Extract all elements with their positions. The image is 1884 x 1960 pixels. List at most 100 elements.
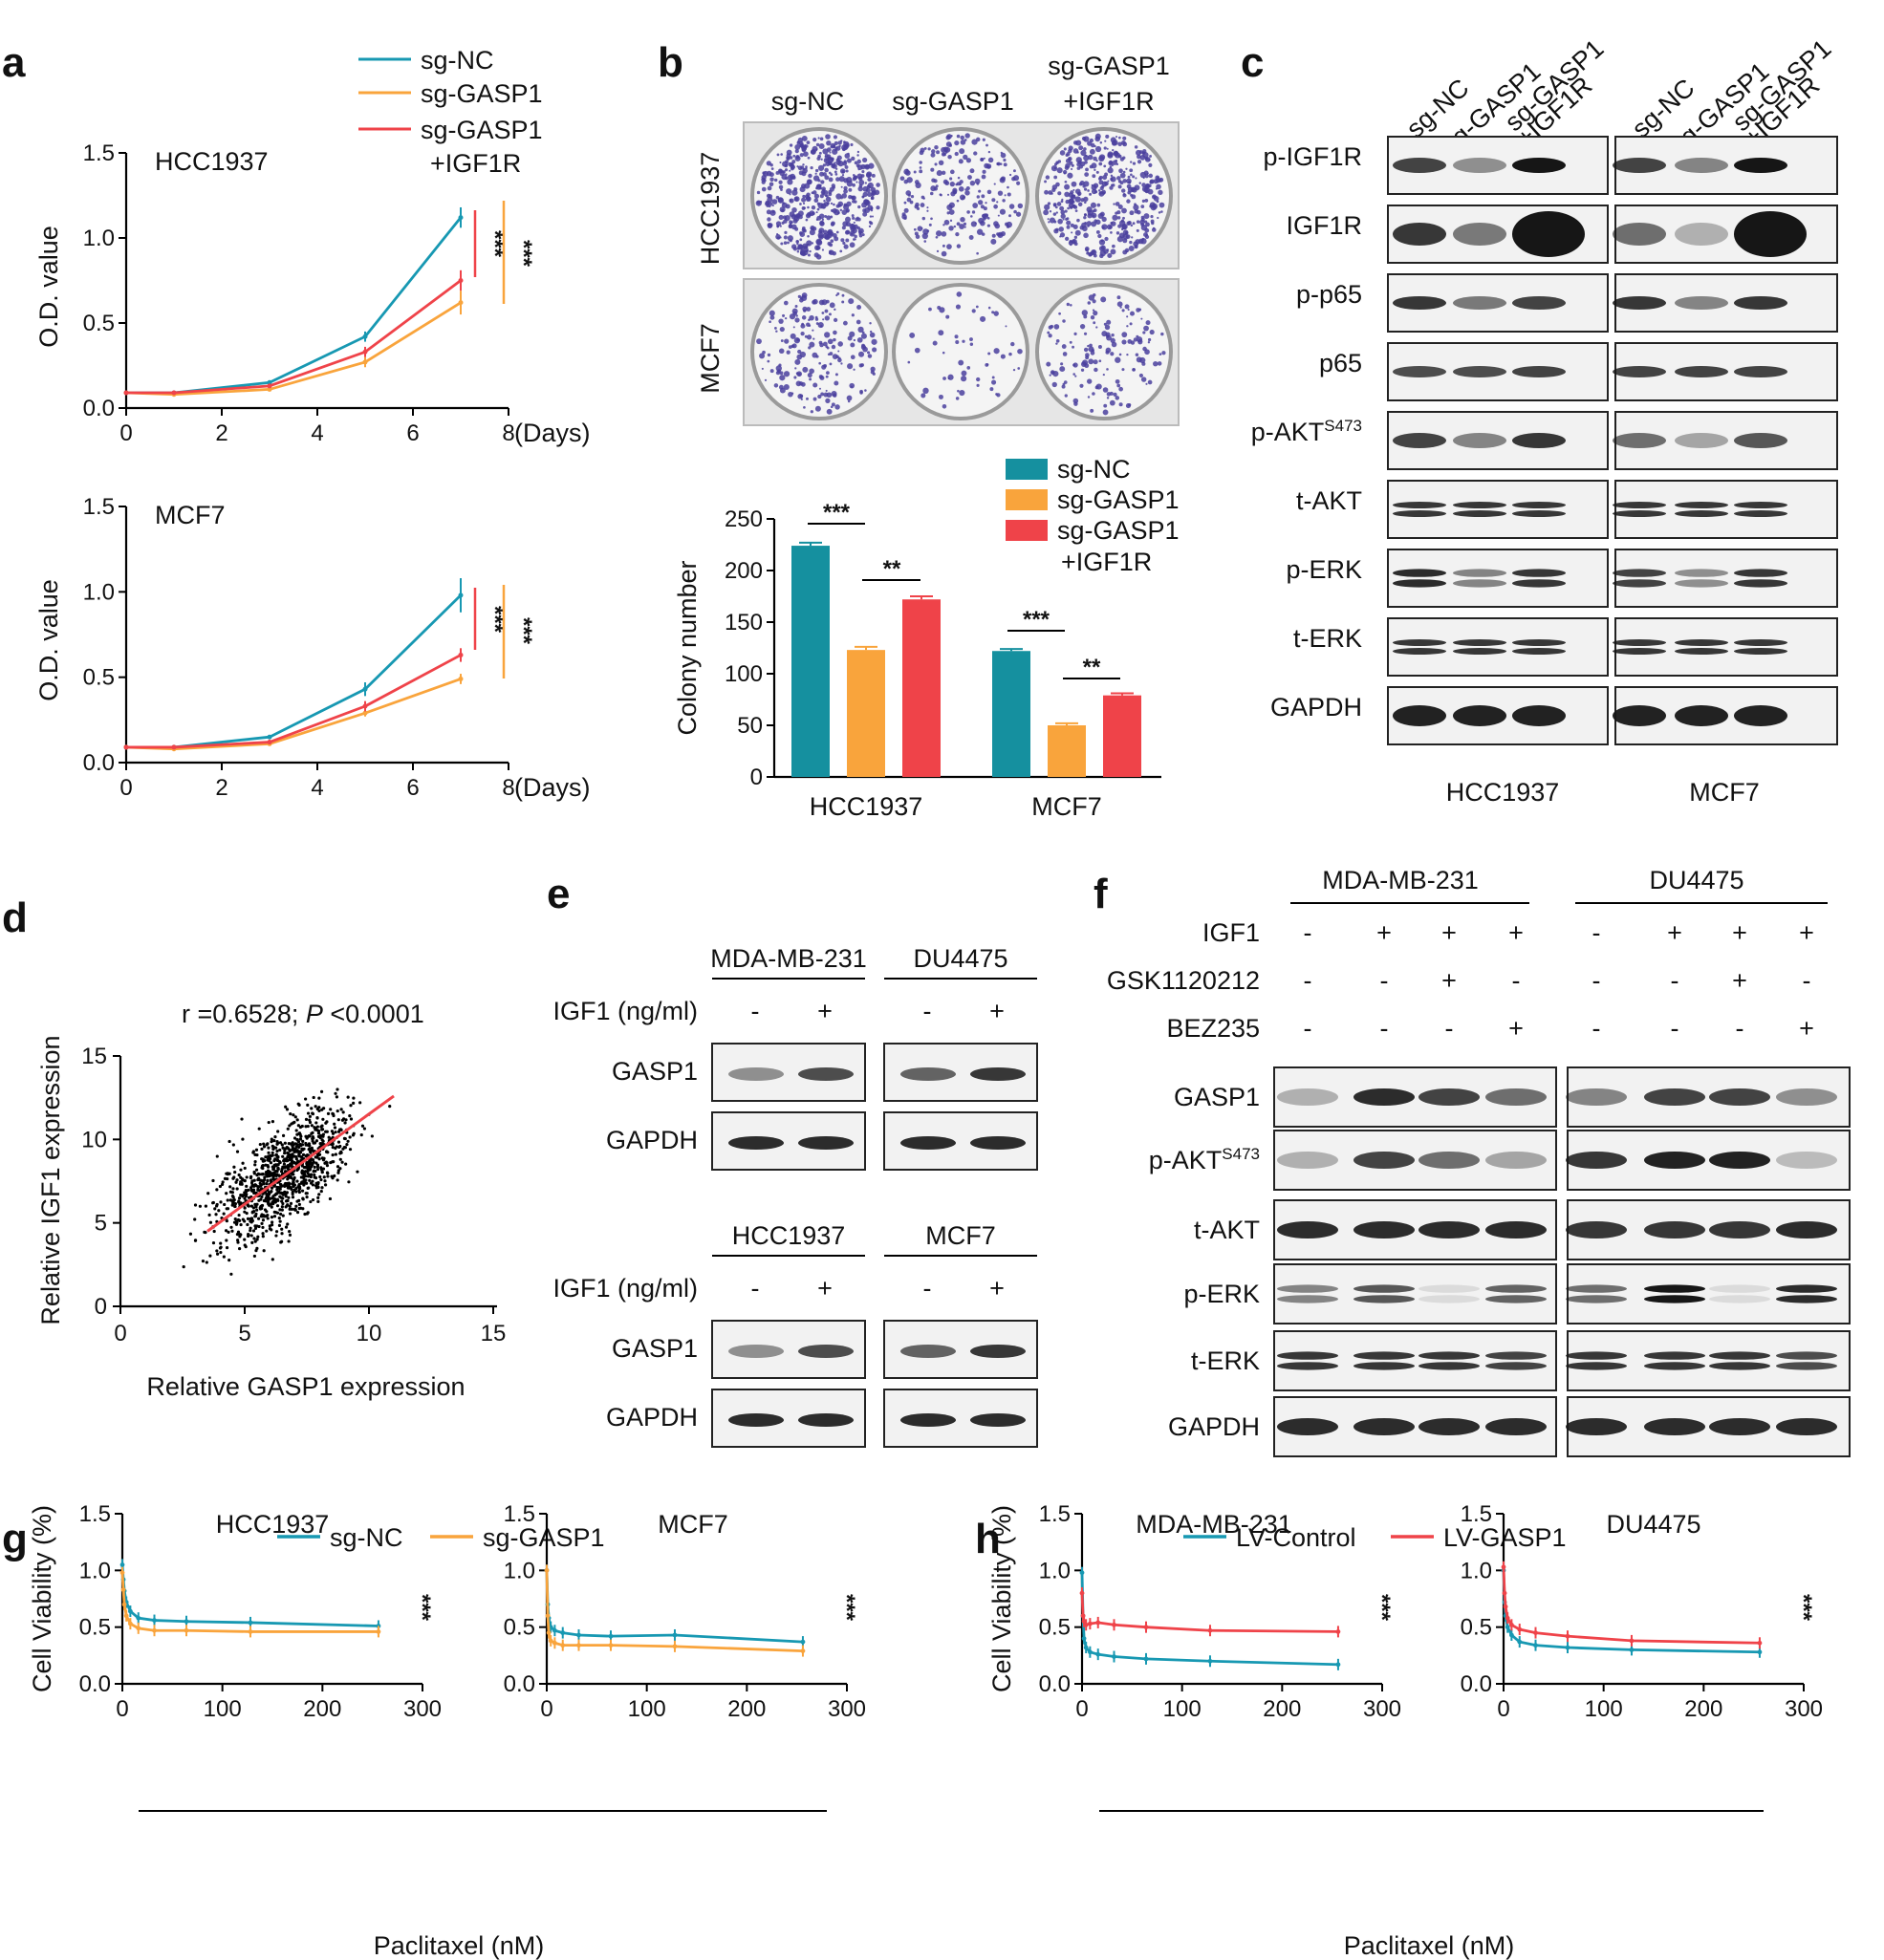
scatter-point (303, 1212, 307, 1217)
scatter-point (234, 1180, 238, 1184)
scatter-point (271, 1223, 274, 1227)
colony-dot (794, 358, 801, 365)
colony-dot (1118, 386, 1123, 392)
colony-dot (1137, 154, 1141, 160)
sign: + (1441, 918, 1457, 947)
colony-dot (1125, 167, 1128, 170)
bar-sg-nc (791, 546, 830, 777)
scatter-point (249, 1220, 253, 1224)
y-tick-label: 0.5 (83, 311, 115, 336)
scatter-point (312, 1169, 316, 1173)
legend-label: sg-GASP1 (1057, 516, 1180, 545)
scatter-point (295, 1211, 300, 1215)
colony-dot (1092, 174, 1096, 179)
colony-dot (869, 330, 873, 334)
data-point (123, 390, 129, 396)
colony-dot (800, 398, 803, 400)
band (1512, 639, 1566, 646)
scatter-point (291, 1141, 294, 1145)
colony-dot (931, 149, 936, 154)
colony-dot (1086, 221, 1093, 226)
colony-dot (792, 311, 797, 316)
scatter-point (271, 1220, 274, 1224)
scatter-point (292, 1177, 295, 1181)
scatter-point (226, 1198, 229, 1202)
scatter-point (336, 1178, 339, 1182)
scatter-point (241, 1161, 245, 1165)
panel-letter-c: c (1241, 39, 1264, 86)
colony-dot (769, 310, 775, 316)
scatter-point (266, 1179, 270, 1183)
scatter-point (339, 1108, 343, 1111)
colony-dot (993, 348, 1000, 355)
colony-dot (809, 229, 815, 236)
colony-dot (818, 299, 825, 306)
colony-dot (915, 182, 921, 189)
colony-dot (958, 359, 964, 366)
scatter-point (320, 1156, 324, 1160)
sign: - (1304, 966, 1312, 995)
colony-dot (1083, 314, 1088, 319)
x-tick-label: 200 (1263, 1696, 1301, 1722)
panel-letter-h: h (975, 1516, 1001, 1562)
colony-dot (786, 149, 792, 156)
scatter-point (302, 1174, 306, 1178)
colony-dot (932, 340, 938, 346)
band (1776, 1152, 1837, 1169)
colony-dot (972, 203, 979, 208)
colony-dot (795, 154, 800, 160)
colony-dot (830, 208, 834, 212)
scatter-point (315, 1115, 319, 1120)
colony-dot (778, 184, 784, 190)
colony-dot (1007, 192, 1011, 197)
scatter-point (334, 1091, 337, 1095)
scatter-point (243, 1196, 247, 1200)
colony-dot (1148, 162, 1153, 167)
scatter-point (280, 1143, 284, 1147)
colony-dot (1110, 352, 1115, 356)
colony-dot (1122, 193, 1127, 198)
colony-dot (1153, 360, 1159, 367)
colony-dot (796, 240, 799, 243)
data-point (1508, 1622, 1514, 1627)
scatter-point (251, 1229, 256, 1233)
sign: - (751, 1274, 760, 1303)
colony-dot (1106, 334, 1112, 341)
sign: + (1508, 1014, 1524, 1043)
colony-dot (771, 205, 774, 207)
colony-dot (853, 176, 857, 180)
scatter-point (261, 1164, 265, 1168)
band (728, 1413, 784, 1427)
scatter-point (292, 1113, 295, 1117)
data-point (1502, 1590, 1507, 1596)
data-point (1112, 1654, 1116, 1659)
bar-sg-gasp1 (847, 650, 885, 777)
colony-dot (1089, 192, 1093, 196)
colony-dot (827, 241, 832, 247)
sign: - (1304, 918, 1312, 947)
colony-dot (812, 397, 817, 401)
colony-dot (1075, 140, 1082, 146)
colony-dot (1063, 172, 1067, 175)
colony-dot (1111, 221, 1116, 226)
colony-dot (981, 174, 986, 180)
legend-label: sg-GASP1 (421, 116, 543, 144)
scatter-point (261, 1225, 265, 1230)
colony-dot (874, 189, 880, 196)
scatter-point (340, 1160, 344, 1164)
colony-dot (778, 169, 784, 174)
scatter-point (316, 1129, 321, 1133)
group-label: HCC1937 (1446, 778, 1560, 807)
colony-dot (809, 377, 812, 381)
colony-dot (1103, 322, 1107, 326)
colony-dot (1070, 243, 1072, 247)
colony-dot (801, 315, 807, 320)
colony-dot (784, 230, 788, 235)
x-tick-label: 10 (357, 1321, 382, 1346)
colony-dot (778, 384, 784, 390)
treatment-label: IGF1 (ng/ml) (552, 997, 698, 1025)
colony-dot (1101, 184, 1105, 188)
data-point (1517, 1639, 1523, 1645)
colony-dot (1091, 188, 1097, 195)
data-point (119, 1570, 125, 1576)
